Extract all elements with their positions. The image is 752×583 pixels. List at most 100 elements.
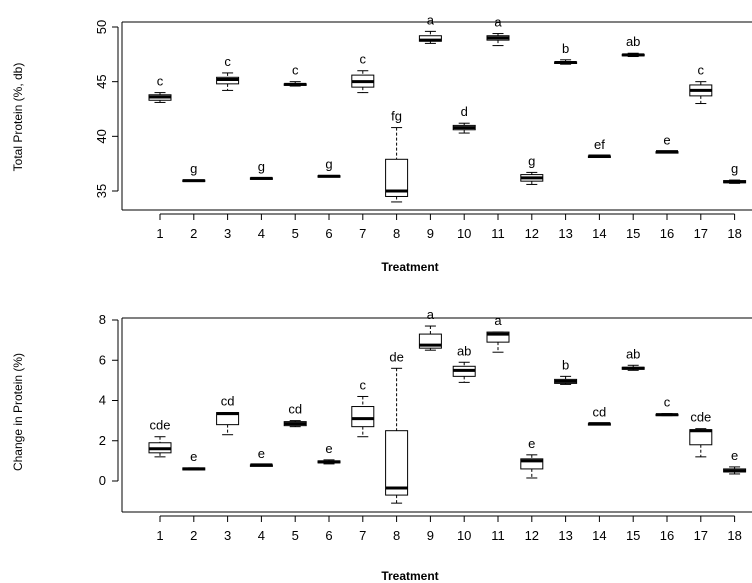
box-plot-treatment-8	[385, 367, 409, 504]
box-body	[520, 458, 544, 470]
box-plot-treatment-1	[148, 436, 172, 458]
box-plot-treatment-12	[520, 171, 544, 185]
y-tick-label: 45	[94, 74, 109, 88]
significance-letter: a	[427, 12, 435, 27]
significance-letter: e	[258, 446, 265, 461]
significance-letter: ef	[594, 137, 605, 152]
significance-letter: b	[562, 41, 569, 56]
x-tick-label: 13	[558, 226, 572, 241]
x-tick-label: 6	[325, 528, 332, 543]
significance-letter: b	[562, 357, 569, 372]
significance-letter: e	[663, 133, 670, 148]
x-tick-label: 18	[727, 226, 741, 241]
x-tick-label: 10	[457, 528, 471, 543]
box-plot-treatment-13	[554, 375, 578, 385]
box-plot-treatment-14	[587, 154, 611, 159]
significance-letter: cde	[150, 418, 171, 433]
x-tick-label: 7	[359, 226, 366, 241]
box-plot-treatment-11	[486, 33, 510, 47]
x-tick-label: 6	[325, 226, 332, 241]
significance-letter: a	[494, 15, 502, 30]
significance-letter: c	[360, 377, 367, 392]
box-plot-treatment-18	[723, 466, 747, 475]
x-tick-label: 16	[660, 226, 674, 241]
box-plot-treatment-6	[317, 459, 341, 465]
box-plot-treatment-1	[148, 92, 172, 103]
significance-letter: e	[731, 448, 738, 463]
significance-letter: cd	[593, 405, 607, 420]
box-plot-treatment-5	[283, 420, 307, 428]
significance-letter: fg	[391, 109, 402, 124]
box-plot-treatment-17	[689, 81, 713, 105]
y-axis-title: Change in Protein (%)	[11, 353, 25, 471]
significance-letter: c	[664, 395, 671, 410]
box-plot-treatment-12	[520, 454, 544, 479]
box-plot-treatment-9	[418, 30, 442, 44]
x-tick-label: 11	[491, 528, 505, 543]
box-plot-treatment-2	[182, 179, 206, 183]
significance-letter: de	[389, 349, 403, 364]
x-tick-label: 14	[592, 528, 606, 543]
box-plot-treatment-11	[486, 331, 510, 353]
x-tick-label: 1	[156, 226, 163, 241]
x-axis-title: Treatment	[381, 260, 438, 274]
significance-letter: c	[698, 63, 705, 78]
y-tick-label: 4	[99, 393, 106, 408]
y-tick-label: 35	[94, 184, 109, 198]
x-tick-label: 11	[491, 226, 505, 241]
y-tick-label: 8	[99, 312, 106, 327]
box-plot-treatment-16	[655, 150, 679, 154]
box-plot-treatment-7	[351, 70, 375, 94]
y-tick-label: 50	[94, 20, 109, 34]
box-body	[351, 406, 375, 428]
box-plot-treatment-4	[249, 463, 273, 467]
significance-letter: cd	[221, 394, 235, 409]
significance-letter: e	[528, 436, 535, 451]
box-plot-treatment-10	[452, 361, 476, 383]
box-plot-treatment-18	[723, 179, 747, 184]
x-tick-label: 5	[292, 226, 299, 241]
y-tick-label: 2	[99, 433, 106, 448]
box-body	[385, 430, 409, 496]
box-plot-treatment-5	[283, 81, 307, 87]
significance-letter: g	[731, 161, 738, 176]
x-tick-label: 4	[258, 226, 265, 241]
significance-letter: ab	[626, 346, 640, 361]
x-tick-label: 10	[457, 226, 471, 241]
x-tick-label: 3	[224, 528, 231, 543]
x-tick-label: 18	[727, 528, 741, 543]
box-plot-treatment-6	[317, 174, 341, 178]
significance-letter: c	[292, 63, 299, 78]
box-body	[385, 158, 409, 197]
significance-letter: g	[528, 153, 535, 168]
x-tick-label: 16	[660, 528, 674, 543]
protein-boxplot-panel: Treatment Total Protein (%, db) 35404550…	[11, 12, 752, 274]
x-axis-title: Treatment	[381, 569, 438, 583]
significance-letter: g	[258, 159, 265, 174]
significance-letter: e	[325, 441, 332, 456]
y-tick-label: 6	[99, 352, 106, 367]
box-plot-treatment-10	[452, 122, 476, 134]
significance-letter: g	[190, 161, 197, 176]
x-tick-label: 8	[393, 226, 400, 241]
box-plot-treatment-2	[182, 467, 206, 471]
box-plot-treatment-13	[554, 59, 578, 65]
x-tick-label: 17	[694, 528, 708, 543]
box-plot-treatment-16	[655, 413, 679, 417]
x-tick-label: 9	[427, 226, 434, 241]
x-tick-label: 14	[592, 226, 606, 241]
x-tick-label: 4	[258, 528, 265, 543]
y-tick-label: 0	[99, 473, 106, 488]
significance-letter: a	[494, 313, 502, 328]
significance-letter: g	[325, 157, 332, 172]
x-tick-label: 5	[292, 528, 299, 543]
significance-letter: ab	[626, 34, 640, 49]
significance-letter: c	[157, 74, 164, 89]
x-tick-label: 3	[224, 226, 231, 241]
box-plot-treatment-15	[621, 52, 645, 58]
significance-letter: cde	[690, 410, 711, 425]
box-plot-treatment-17	[689, 428, 713, 458]
x-tick-label: 2	[190, 226, 197, 241]
